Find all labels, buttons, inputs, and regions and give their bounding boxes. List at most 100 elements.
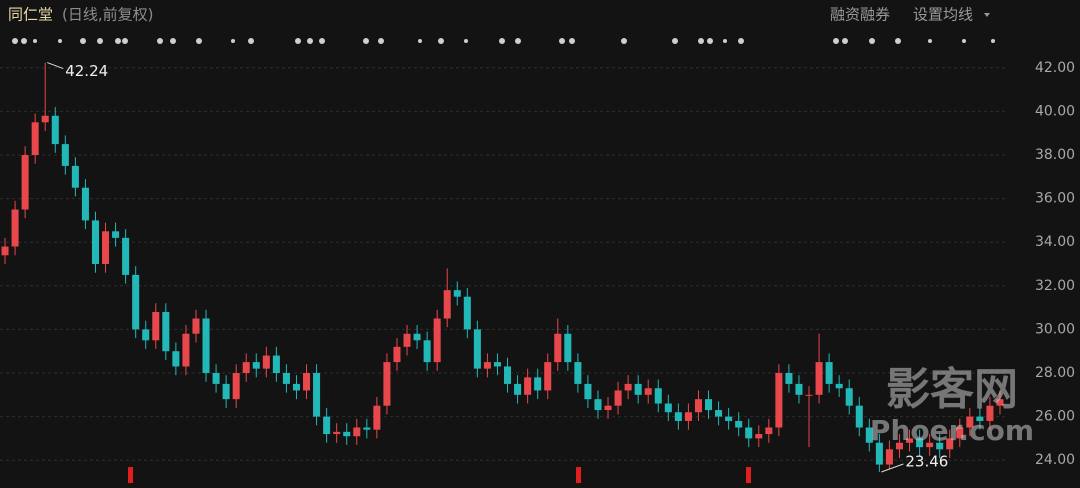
- candle-body: [895, 442, 903, 450]
- candle-body: [292, 383, 300, 391]
- candle-body: [715, 410, 723, 417]
- candle-body: [363, 427, 371, 430]
- dropdown-icon[interactable]: [984, 13, 990, 17]
- candle-body: [343, 431, 351, 437]
- watermark-site: Phoer.com: [870, 414, 1034, 447]
- subtitle: (日线,前复权): [62, 6, 153, 24]
- candle-body: [875, 442, 883, 465]
- candle-body: [755, 434, 763, 439]
- candle-body: [956, 427, 964, 439]
- candle-body: [855, 405, 863, 428]
- candle-body: [815, 362, 823, 395]
- candle-body: [504, 366, 512, 384]
- candle-body: [192, 318, 200, 334]
- min-annotation: 23.46: [905, 452, 948, 470]
- candle-body: [584, 383, 592, 400]
- candle-body: [674, 412, 682, 421]
- candle-body: [172, 351, 180, 367]
- candle-body: [936, 442, 944, 450]
- annotation-arrow: [47, 62, 64, 70]
- y-tick-label: 42.00: [1035, 60, 1075, 76]
- title: 同仁堂: [8, 6, 53, 24]
- dividend-icons: [128, 467, 751, 483]
- candle-body: [926, 442, 934, 448]
- candle-body: [182, 333, 190, 367]
- candle-body: [162, 311, 170, 352]
- candle-body: [835, 383, 843, 389]
- candle-body: [403, 333, 411, 347]
- candle-body: [483, 362, 491, 369]
- candle-body: [423, 340, 431, 363]
- candle-body: [946, 438, 954, 450]
- candle-body: [212, 373, 220, 384]
- candle-body: [574, 362, 582, 384]
- y-tick-label: 30.00: [1035, 321, 1075, 337]
- candle-body: [132, 274, 140, 330]
- candle-body: [614, 390, 622, 406]
- candle-body: [383, 362, 391, 406]
- candle-body: [654, 388, 662, 404]
- ma-settings-button[interactable]: 设置均线: [913, 6, 973, 24]
- candle-body: [604, 405, 612, 411]
- candle-body: [41, 115, 49, 123]
- candle-body: [554, 333, 562, 363]
- candle-body: [634, 383, 642, 395]
- y-tick-label: 26.00: [1035, 409, 1075, 425]
- candle-body: [232, 373, 240, 400]
- candle-body: [303, 373, 311, 391]
- candle-body: [594, 399, 602, 411]
- candle-body: [916, 438, 924, 448]
- candle-body: [31, 122, 39, 155]
- candle-body: [996, 399, 1004, 406]
- candle-body: [775, 373, 783, 428]
- candle-body: [463, 296, 471, 330]
- y-tick-label: 34.00: [1035, 234, 1075, 250]
- candle-body: [21, 155, 29, 210]
- candle-body: [51, 115, 59, 145]
- max-annotation: 42.24: [65, 62, 108, 80]
- candle-body: [102, 231, 110, 264]
- candle-body: [443, 290, 451, 319]
- candle-body: [966, 416, 974, 428]
- margin-button[interactable]: 融资融券: [830, 6, 890, 24]
- candle-body: [11, 209, 19, 247]
- candle-body: [272, 355, 280, 373]
- candle-body: [524, 377, 532, 395]
- y-tick-label: 36.00: [1035, 191, 1075, 207]
- candle-body: [795, 383, 803, 395]
- candle-body: [534, 377, 542, 391]
- candle-body: [544, 362, 552, 391]
- candle-body: [735, 420, 743, 428]
- candle-body: [91, 220, 99, 264]
- candle-body: [785, 373, 793, 384]
- candle-body: [71, 165, 79, 188]
- candle-body: [413, 333, 421, 341]
- candle-body: [222, 383, 230, 400]
- candle-body: [684, 412, 692, 421]
- candle-body: [694, 399, 702, 413]
- candle-body: [373, 405, 381, 430]
- candle-body: [122, 237, 130, 275]
- candle-body: [393, 346, 401, 363]
- candle-body: [353, 427, 361, 437]
- candle-body: [323, 416, 331, 435]
- y-tick-label: 40.00: [1035, 103, 1075, 119]
- y-tick-label: 38.00: [1035, 147, 1075, 163]
- candle-body: [61, 144, 69, 166]
- candle-body: [705, 399, 713, 411]
- candle-body: [885, 449, 893, 465]
- candle-body: [624, 383, 632, 391]
- candle-body: [745, 427, 753, 439]
- candle-body: [825, 362, 833, 384]
- candle-body: [1, 246, 9, 256]
- candle-body: [664, 403, 672, 413]
- candle-body: [333, 431, 341, 435]
- candle-body: [202, 318, 210, 373]
- y-tick-label: 28.00: [1035, 365, 1075, 381]
- candle-body: [765, 427, 773, 435]
- candle-body: [142, 329, 150, 341]
- annotation-arrow: [881, 463, 904, 473]
- candle-body: [81, 187, 89, 221]
- candle-body: [453, 290, 461, 297]
